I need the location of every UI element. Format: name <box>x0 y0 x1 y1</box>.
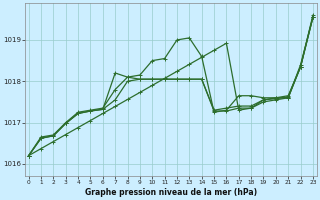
X-axis label: Graphe pression niveau de la mer (hPa): Graphe pression niveau de la mer (hPa) <box>85 188 257 197</box>
